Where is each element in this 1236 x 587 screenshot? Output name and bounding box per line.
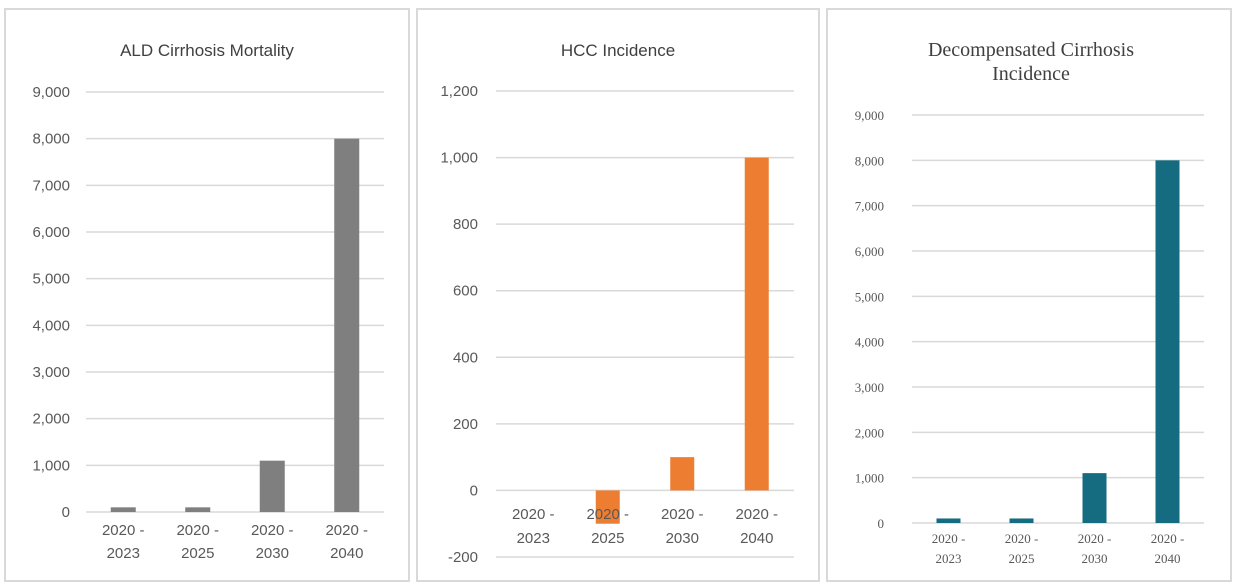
chart-hcc-incidence: HCC Incidence 1,200 1,000 800 600 400 200 0 -20… xyxy=(440,41,794,566)
chart-title-line-1: Decompensated Cirrhosis xyxy=(928,39,1134,61)
bar xyxy=(936,518,961,523)
x-tick-label: 2020 -2040 xyxy=(1151,531,1185,566)
y-tick-label: 9,000 xyxy=(855,108,884,123)
y-tick-label: 8,000 xyxy=(32,131,70,148)
y-tick-label: 6,000 xyxy=(855,244,884,259)
bar xyxy=(1082,473,1107,523)
x-tick-label: 2020 -2040 xyxy=(735,506,778,547)
y-tick-label: 9,000 xyxy=(32,84,70,101)
y-tick-label: 0 xyxy=(470,482,478,499)
x-tick-label: 2020 -2030 xyxy=(661,506,704,547)
x-tick-label: 2020 -2030 xyxy=(251,522,294,562)
y-tick-label: 5,000 xyxy=(32,271,70,288)
x-tick-label: 2020 -2023 xyxy=(102,522,145,562)
bar xyxy=(1009,518,1034,523)
bar xyxy=(595,490,620,524)
y-tick-label: 1,000 xyxy=(855,471,884,486)
y-tick-label: 3,000 xyxy=(32,364,70,381)
x-tick-label: 2020 -2025 xyxy=(1005,531,1039,566)
chart-decompensated-cirrhosis-incidence: Decompensated Cirrhosis Incidence 9,000 8… xyxy=(855,39,1204,566)
bar xyxy=(259,460,285,512)
y-tick-label: 7,000 xyxy=(32,177,70,194)
y-tick-label: 800 xyxy=(453,216,478,233)
bar xyxy=(1155,160,1180,524)
x-tick-label: 2020 -2040 xyxy=(325,522,368,562)
x-tick-label: 2020 -2023 xyxy=(512,506,555,547)
y-tick-label: 4,000 xyxy=(32,317,70,334)
y-tick-label: 5,000 xyxy=(855,289,884,304)
bar xyxy=(744,157,769,491)
y-tick-label: 1,200 xyxy=(440,83,478,100)
bar xyxy=(185,507,211,512)
y-tick-label: 0 xyxy=(878,516,885,531)
y-tick-label: 2,000 xyxy=(855,425,884,440)
chart-title: HCC Incidence xyxy=(561,41,675,60)
bar xyxy=(334,138,360,512)
y-tick-label: -200 xyxy=(448,549,478,566)
y-tick-label: 1,000 xyxy=(32,457,70,474)
chart-ald-cirrhosis-mortality: ALD Cirrhosis Mortality 9,000 8,000 7,000 6… xyxy=(32,41,384,562)
y-tick-label: 7,000 xyxy=(855,199,884,214)
y-tick-label: 0 xyxy=(62,504,70,521)
y-tick-label: 200 xyxy=(453,416,478,433)
y-tick-label: 8,000 xyxy=(855,153,884,168)
y-tick-label: 3,000 xyxy=(855,380,884,395)
x-tick-label: 2020 -2023 xyxy=(932,531,966,566)
x-tick-label: 2020 -2025 xyxy=(586,506,629,547)
y-tick-label: 1,000 xyxy=(440,150,478,167)
chart-title-line-2: Incidence xyxy=(992,63,1070,85)
x-tick-label: 2020 -2030 xyxy=(1078,531,1112,566)
y-tick-label: 4,000 xyxy=(855,335,884,350)
y-tick-label: 400 xyxy=(453,349,478,366)
bar xyxy=(110,507,136,512)
chart-panel-ald-cirrhosis-mortality: ALD Cirrhosis Mortality 9,000 8,000 7,000 6… xyxy=(4,8,410,582)
y-tick-label: 600 xyxy=(453,283,478,300)
chart-panel-decompensated-cirrhosis-incidence: Decompensated Cirrhosis Incidence 9,000 8… xyxy=(826,8,1232,582)
y-tick-label: 2,000 xyxy=(32,411,70,428)
x-tick-label: 2020 -2025 xyxy=(176,522,219,562)
bar xyxy=(670,457,695,491)
chart-panel-hcc-incidence: HCC Incidence 1,200 1,000 800 600 400 200 0 -20… xyxy=(416,8,820,582)
chart-title: ALD Cirrhosis Mortality xyxy=(120,41,294,60)
y-tick-label: 6,000 xyxy=(32,224,70,241)
